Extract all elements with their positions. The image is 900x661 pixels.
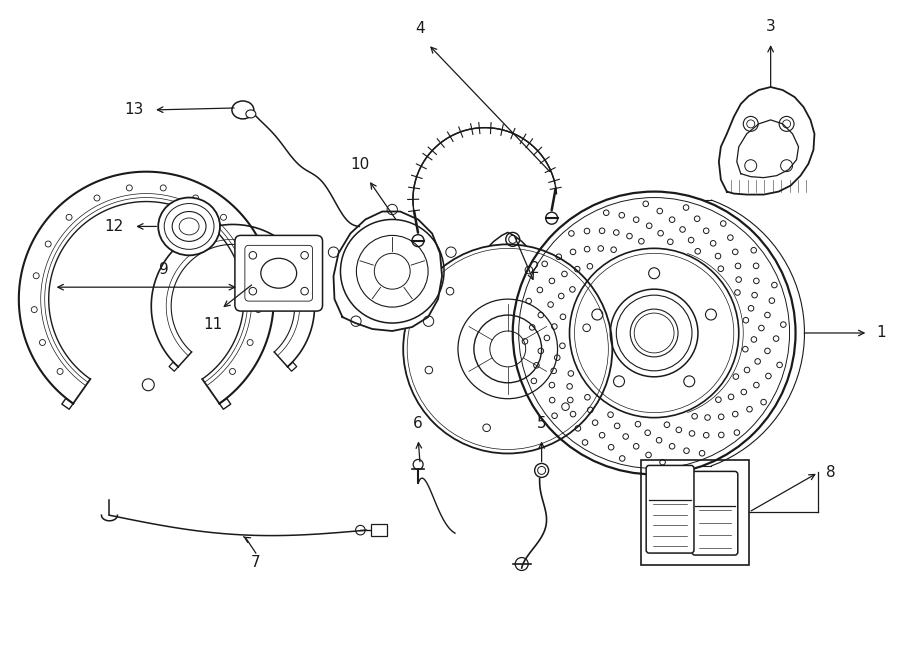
Polygon shape	[169, 362, 178, 371]
Polygon shape	[220, 399, 230, 409]
Text: 10: 10	[351, 157, 370, 172]
Ellipse shape	[246, 110, 256, 118]
Text: 5: 5	[536, 416, 546, 430]
Polygon shape	[737, 120, 798, 178]
Polygon shape	[62, 399, 73, 409]
Text: 13: 13	[124, 102, 143, 118]
Text: 12: 12	[104, 219, 123, 234]
Text: 4: 4	[415, 21, 425, 36]
FancyBboxPatch shape	[692, 471, 738, 555]
Text: 2: 2	[530, 261, 539, 276]
Text: 8: 8	[826, 465, 836, 480]
Polygon shape	[288, 362, 297, 371]
FancyBboxPatch shape	[372, 524, 387, 536]
Text: 3: 3	[766, 19, 776, 34]
Text: 9: 9	[159, 262, 169, 277]
Polygon shape	[334, 212, 442, 331]
Text: 1: 1	[877, 325, 886, 340]
FancyBboxPatch shape	[235, 235, 322, 311]
Ellipse shape	[158, 198, 220, 255]
Bar	[641, 461, 749, 565]
Ellipse shape	[232, 101, 254, 119]
Text: 11: 11	[203, 317, 222, 332]
Text: 7: 7	[251, 555, 261, 570]
FancyBboxPatch shape	[646, 465, 694, 553]
Text: 6: 6	[413, 416, 423, 430]
Polygon shape	[719, 87, 814, 194]
